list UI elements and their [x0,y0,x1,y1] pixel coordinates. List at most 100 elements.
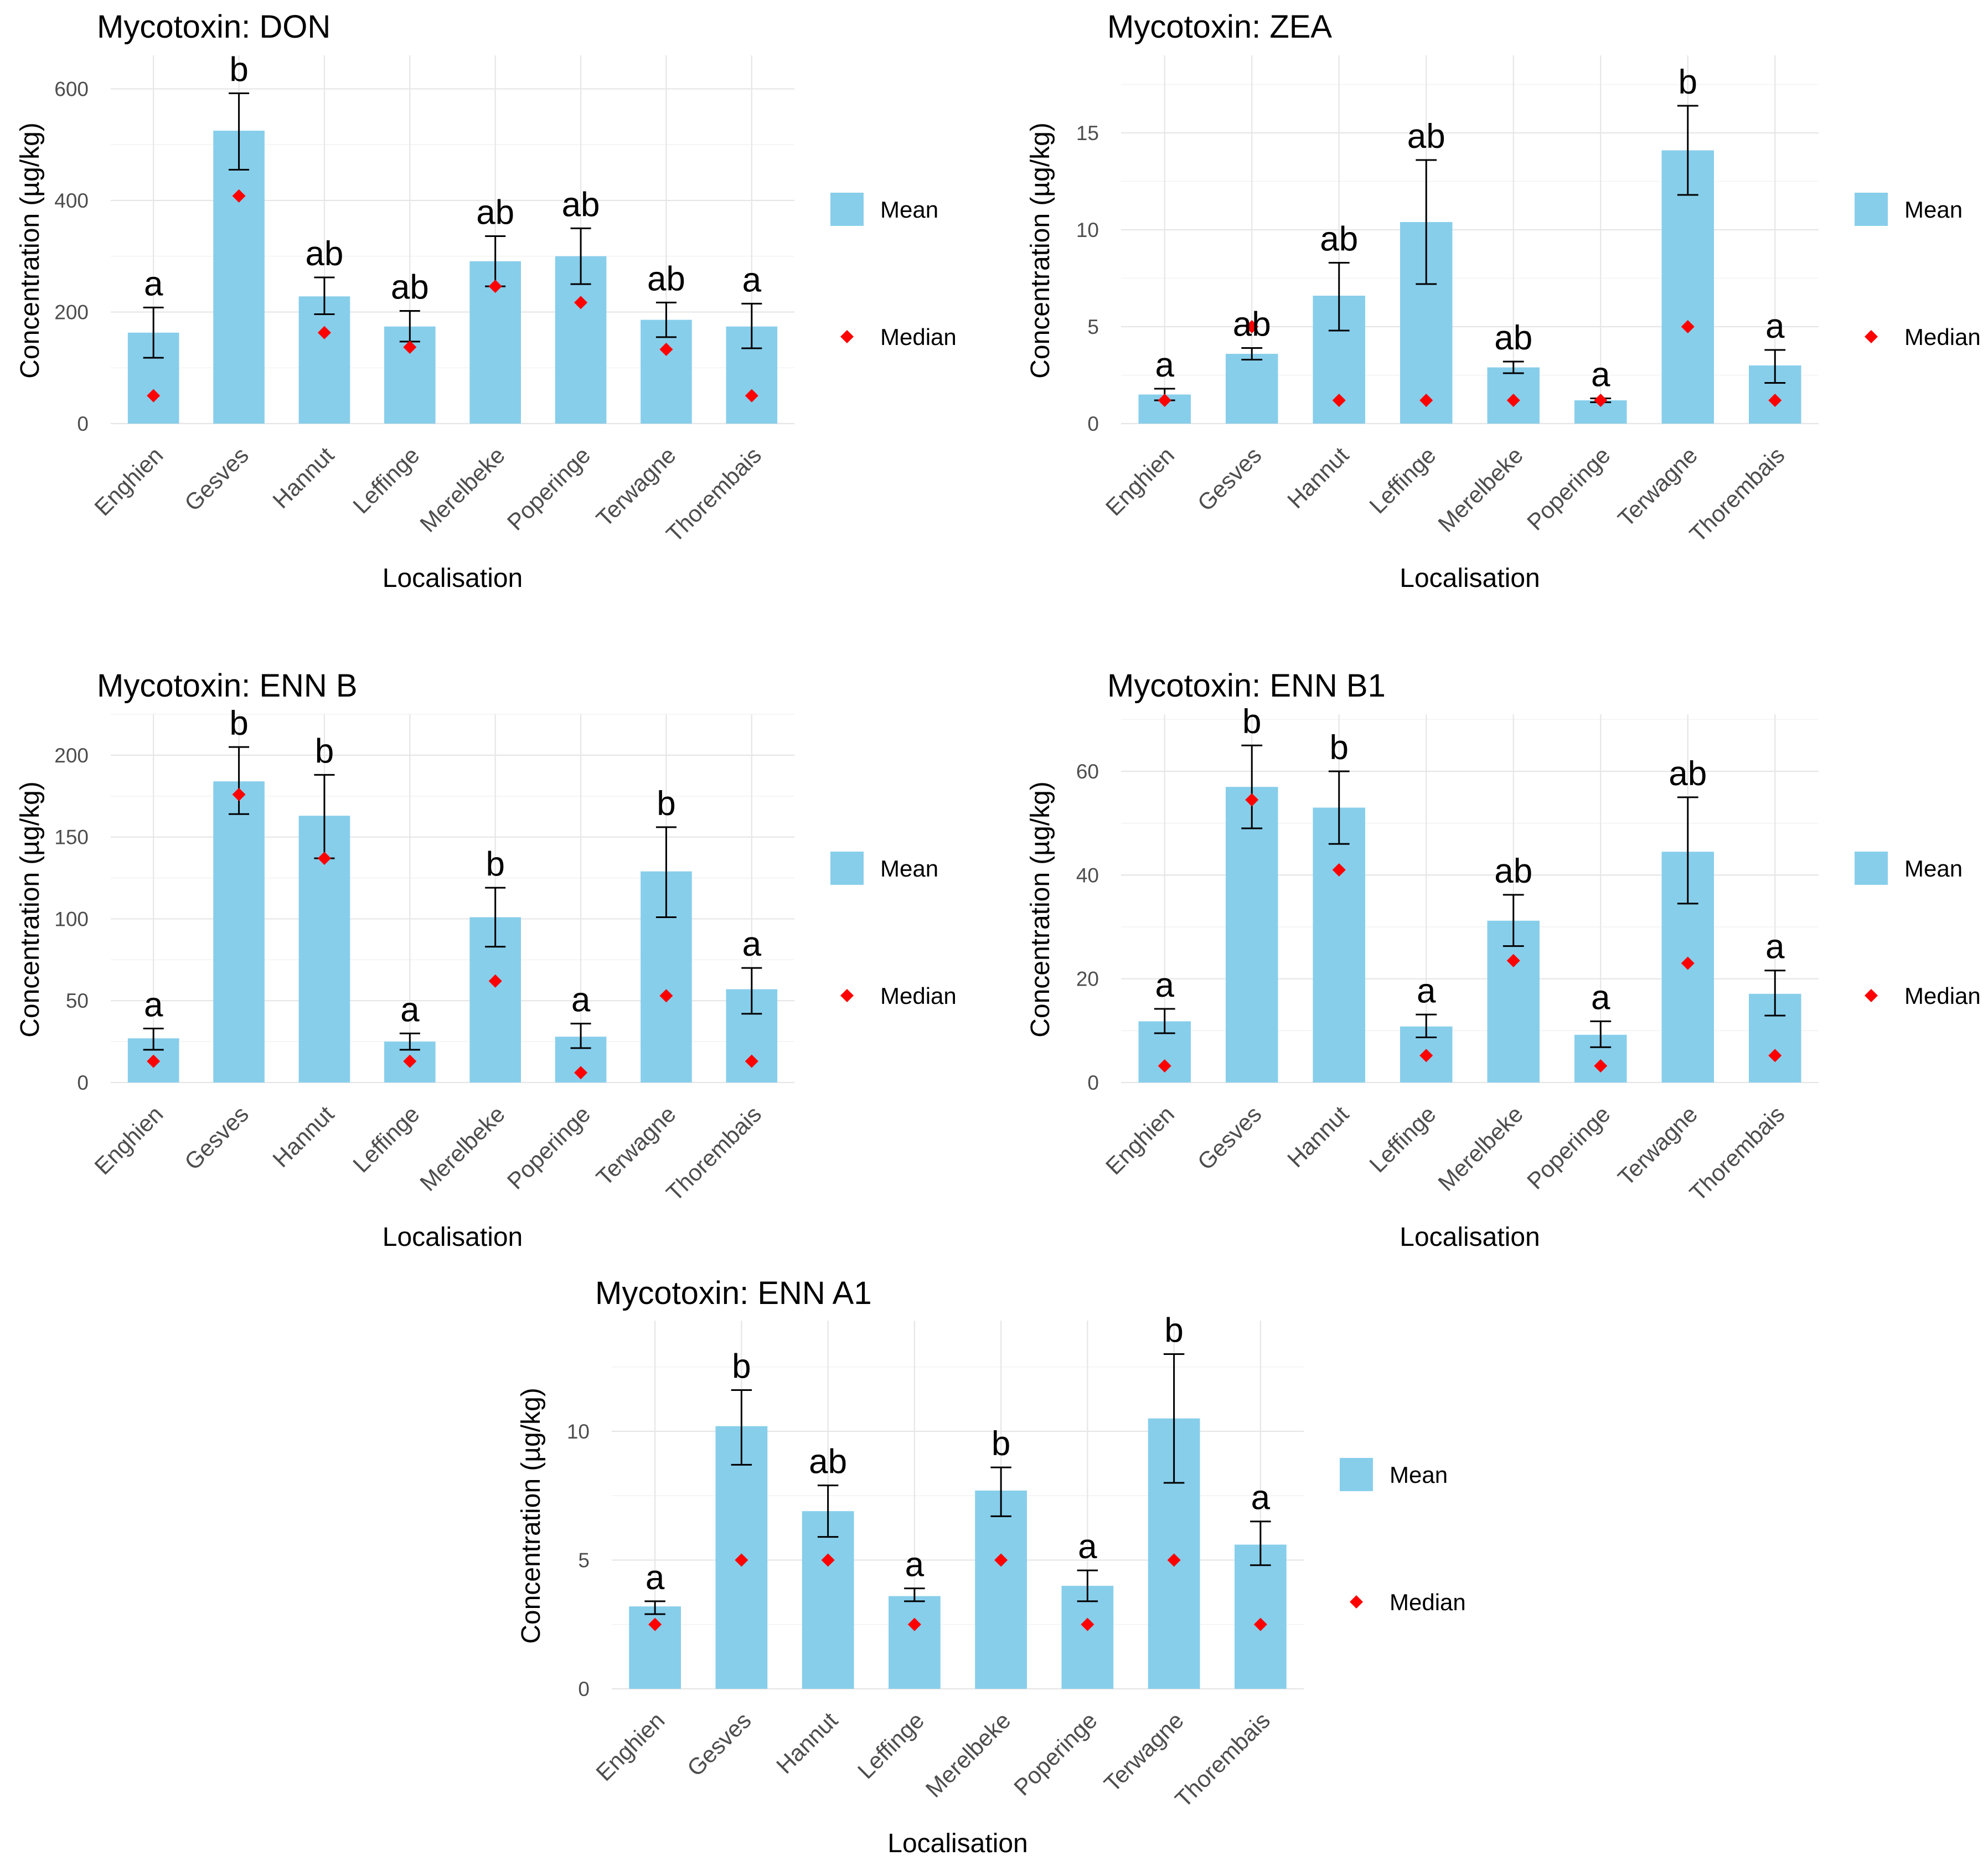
chart-panel-4: Mycotoxin: ENN B1 0 20 40 60 a Enghien b Gesves b… [1026,668,1981,1252]
significance-letter: b [1242,703,1261,741]
x-tick-label: Merelbeke [921,1707,1016,1802]
bar-gesves [213,781,265,1083]
y-tick-label: 10 [1076,219,1099,241]
significance-letter: a [571,981,591,1019]
chart-title: Mycotoxin: ENN B1 [1107,668,1386,704]
x-tick-label: Gesves [682,1707,756,1781]
x-tick-label: Enghien [1101,1101,1179,1179]
x-axis-title: Localisation [383,1223,523,1252]
chart-panel-1: Mycotoxin: DON 0 200 400 600 a Enghien b Gesves a… [16,9,957,593]
median-point [1419,394,1433,407]
significance-letter: a [1417,972,1436,1010]
x-tick-label: Merelbeke [1433,442,1528,537]
significance-letter: a [905,1546,925,1584]
significance-letter: a [1765,307,1785,346]
x-tick-label: Hannut [1282,442,1354,513]
chart-title: Mycotoxin: ENN A1 [595,1275,872,1311]
legend-median-label: Median [1390,1589,1466,1615]
significance-letter: b [229,704,248,743]
x-tick-label: Merelbeke [1433,1101,1528,1196]
median-point [1594,1059,1608,1073]
x-tick-label: Leffinge [348,442,424,518]
y-tick-label: 0 [77,413,89,435]
median-point [1419,1049,1433,1063]
x-tick-label: Leffinge [1364,1101,1440,1177]
x-tick-label: Hannut [267,1101,339,1172]
chart-panel-2: Mycotoxin: ZEA051015aEnghienabGesvesabHa… [1026,9,1981,593]
significance-letter: ab [1407,117,1445,156]
bar-merelbeke [1487,920,1540,1083]
significance-letter: a [1765,928,1785,966]
legend-median-label: Median [880,324,957,350]
median-point [317,852,331,865]
median-point [659,342,673,356]
median-point [821,1553,835,1567]
median-point [147,389,161,403]
x-tick-label: Leffinge [1364,442,1440,518]
median-point [488,280,502,293]
significance-letter: ab [305,235,343,273]
significance-letter: a [1591,978,1610,1017]
y-tick-label: 0 [578,1678,590,1700]
y-tick-label: 50 [66,989,89,1012]
legend-mean-swatch [830,852,864,885]
significance-letter: ab [476,193,514,231]
x-axis-title: Localisation [887,1829,1028,1858]
y-tick-label: 400 [54,189,89,212]
legend-mean-swatch [1855,852,1888,885]
bar-leffinge [889,1596,941,1689]
x-tick-label: Enghien [89,442,168,520]
legend-median-marker [1865,989,1878,1002]
y-tick-label: 100 [54,908,89,930]
x-tick-label: Enghien [1101,442,1179,520]
y-axis-title: Concentration (µg/kg) [1026,781,1055,1038]
y-axis-title: Concentration (µg/kg) [16,781,45,1038]
median-point [1158,1059,1171,1073]
x-tick-label: Merelbeke [415,1101,510,1196]
significance-letter: a [144,265,163,303]
x-tick-label: Thorembais [1685,442,1790,547]
median-point [232,189,246,203]
x-tick-label: Leffinge [853,1707,929,1783]
median-point [1332,863,1346,877]
y-tick-label: 200 [54,744,89,767]
x-tick-label: Poperinge [502,1101,596,1194]
x-axis-title: Localisation [1400,1223,1540,1252]
x-tick-label: Hannut [267,442,339,513]
chart-title: Mycotoxin: ZEA [1107,9,1332,45]
significance-letter: b [486,845,504,883]
significance-letter: a [1591,356,1610,394]
significance-letter: ab [1320,220,1358,259]
significance-letter: ab [809,1443,847,1481]
x-tick-label: Leffinge [348,1101,424,1177]
significance-letter: a [1078,1528,1097,1566]
x-tick-label: Merelbeke [415,442,510,537]
legend-mean-label: Mean [1904,197,1963,223]
x-tick-label: Hannut [771,1707,843,1779]
significance-letter: b [732,1348,751,1386]
legend-mean-label: Mean [880,855,938,882]
y-axis-title: Concentration (µg/kg) [1026,122,1055,379]
significance-letter: b [1330,729,1349,767]
y-tick-label: 40 [1076,864,1099,886]
legend-median-marker [1865,330,1878,343]
median-point [147,1054,161,1068]
significance-letter: ab [647,260,685,298]
legend-mean-label: Mean [1904,855,1963,882]
significance-letter: b [992,1425,1010,1463]
bar-poperinge [1061,1585,1114,1689]
y-tick-label: 15 [1076,122,1099,145]
median-point [1332,394,1346,407]
median-point [659,989,673,1003]
median-point [1245,793,1259,807]
significance-letter: b [1679,63,1697,101]
significance-letter: a [742,261,762,299]
x-tick-label: Enghien [89,1101,168,1179]
y-tick-label: 200 [54,301,89,323]
y-tick-label: 60 [1076,760,1099,783]
y-tick-label: 150 [54,826,89,849]
chart-panel-3: Mycotoxin: ENN B 0 50 100 150 200 a Enghien b Ges… [16,668,957,1252]
legend-mean-swatch [1855,193,1888,226]
bar-hannut [1313,807,1365,1083]
legend-mean-swatch [1340,1458,1373,1491]
